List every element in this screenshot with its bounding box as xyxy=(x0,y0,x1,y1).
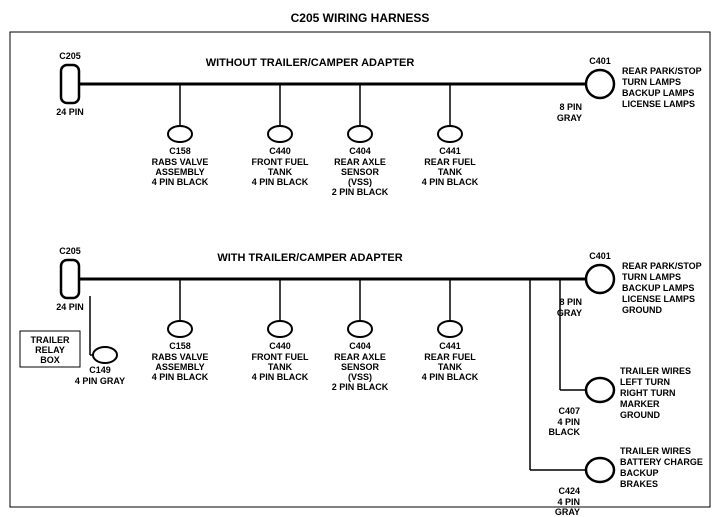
svg-text:TRAILER WIRES: TRAILER WIRES xyxy=(620,446,691,456)
svg-text:C424: C424 xyxy=(558,486,580,496)
svg-text:SENSOR: SENSOR xyxy=(341,167,380,177)
svg-text:BACKUP LAMPS: BACKUP LAMPS xyxy=(622,88,694,98)
svg-text:REAR AXLE: REAR AXLE xyxy=(334,352,386,362)
svg-text:WITHOUT TRAILER/CAMPER ADAPT: WITHOUT TRAILER/CAMPER ADAPTER xyxy=(206,57,415,69)
svg-text:LEFT TURN: LEFT TURN xyxy=(620,377,670,387)
svg-text:BLACK: BLACK xyxy=(549,427,581,437)
svg-text:TRAILER: TRAILER xyxy=(31,335,70,345)
svg-text:(VSS): (VSS) xyxy=(348,177,372,187)
svg-text:REAR FUEL: REAR FUEL xyxy=(424,157,476,167)
svg-text:GRAY: GRAY xyxy=(555,507,580,517)
svg-text:ASSEMBLY: ASSEMBLY xyxy=(155,167,204,177)
svg-text:C149: C149 xyxy=(89,365,111,375)
svg-text:GROUND: GROUND xyxy=(620,410,660,420)
svg-text:BACKUP LAMPS: BACKUP LAMPS xyxy=(622,283,694,293)
svg-text:24 PIN: 24 PIN xyxy=(56,107,84,117)
svg-text:4 PIN BLACK: 4 PIN BLACK xyxy=(422,372,479,382)
svg-text:C441: C441 xyxy=(439,146,461,156)
svg-text:SENSOR: SENSOR xyxy=(341,362,380,372)
svg-text:C205: C205 xyxy=(59,51,81,61)
svg-text:REAR FUEL: REAR FUEL xyxy=(424,352,476,362)
svg-text:C158: C158 xyxy=(169,341,191,351)
svg-text:LICENSE LAMPS: LICENSE LAMPS xyxy=(622,99,695,109)
wiring-diagram: C205 WIRING HARNESS WITHOUT TRAILER/CAMPE… xyxy=(0,0,720,517)
svg-text:C440: C440 xyxy=(269,146,291,156)
svg-text:4 PIN BLACK: 4 PIN BLACK xyxy=(422,177,479,187)
svg-text:MARKER: MARKER xyxy=(620,399,660,409)
svg-text:4 PIN BLACK: 4 PIN BLACK xyxy=(252,372,309,382)
svg-text:2 PIN BLACK: 2 PIN BLACK xyxy=(332,382,389,392)
svg-text:TURN LAMPS: TURN LAMPS xyxy=(622,77,681,87)
svg-text:BATTERY CHARGE: BATTERY CHARGE xyxy=(620,457,703,467)
svg-text:TANK: TANK xyxy=(438,362,463,372)
svg-text:RIGHT TURN: RIGHT TURN xyxy=(620,388,676,398)
svg-text:4 PIN: 4 PIN xyxy=(557,497,580,507)
svg-text:REAR AXLE: REAR AXLE xyxy=(334,157,386,167)
svg-text:C205 WIRING HARNESS: C205 WIRING HARNESS xyxy=(291,11,430,25)
svg-text:FRONT FUEL: FRONT FUEL xyxy=(252,157,309,167)
svg-text:ASSEMBLY: ASSEMBLY xyxy=(155,362,204,372)
svg-text:C205: C205 xyxy=(59,246,81,256)
svg-text:BACKUP: BACKUP xyxy=(620,468,659,478)
svg-text:FRONT FUEL: FRONT FUEL xyxy=(252,352,309,362)
svg-text:TURN LAMPS: TURN LAMPS xyxy=(622,272,681,282)
svg-text:TANK: TANK xyxy=(268,167,293,177)
svg-text:C440: C440 xyxy=(269,341,291,351)
svg-text:LICENSE LAMPS: LICENSE LAMPS xyxy=(622,294,695,304)
svg-text:2 PIN BLACK: 2 PIN BLACK xyxy=(332,187,389,197)
svg-text:TANK: TANK xyxy=(438,167,463,177)
svg-text:TRAILER WIRES: TRAILER WIRES xyxy=(620,366,691,376)
svg-text:4 PIN BLACK: 4 PIN BLACK xyxy=(152,372,209,382)
svg-text:TANK: TANK xyxy=(268,362,293,372)
svg-text:REAR PARK/STOP: REAR PARK/STOP xyxy=(622,66,702,76)
svg-text:BRAKES: BRAKES xyxy=(620,479,658,489)
svg-text:C407: C407 xyxy=(558,406,580,416)
svg-text:4 PIN BLACK: 4 PIN BLACK xyxy=(252,177,309,187)
svg-text:RABS VALVE: RABS VALVE xyxy=(152,157,209,167)
svg-text:C404: C404 xyxy=(349,146,371,156)
svg-text:24 PIN: 24 PIN xyxy=(56,302,84,312)
svg-text:GROUND: GROUND xyxy=(622,305,662,315)
svg-text:BOX: BOX xyxy=(40,355,60,365)
svg-text:4 PIN BLACK: 4 PIN BLACK xyxy=(152,177,209,187)
svg-text:C401: C401 xyxy=(589,251,611,261)
svg-text:C404: C404 xyxy=(349,341,371,351)
svg-text:8 PIN: 8 PIN xyxy=(559,102,582,112)
svg-text:REAR PARK/STOP: REAR PARK/STOP xyxy=(622,261,702,271)
svg-text:4 PIN: 4 PIN xyxy=(557,417,580,427)
svg-text:RABS VALVE: RABS VALVE xyxy=(152,352,209,362)
svg-text:C401: C401 xyxy=(589,56,611,66)
svg-text:RELAY: RELAY xyxy=(35,345,65,355)
svg-text:C158: C158 xyxy=(169,146,191,156)
svg-text:8 PIN: 8 PIN xyxy=(559,297,582,307)
svg-text:C441: C441 xyxy=(439,341,461,351)
svg-text:GRAY: GRAY xyxy=(557,113,582,123)
svg-text:4 PIN GRAY: 4 PIN GRAY xyxy=(75,376,125,386)
svg-text:WITH TRAILER/CAMPER ADAPTER: WITH TRAILER/CAMPER ADAPTER xyxy=(217,252,402,264)
svg-text:(VSS): (VSS) xyxy=(348,372,372,382)
